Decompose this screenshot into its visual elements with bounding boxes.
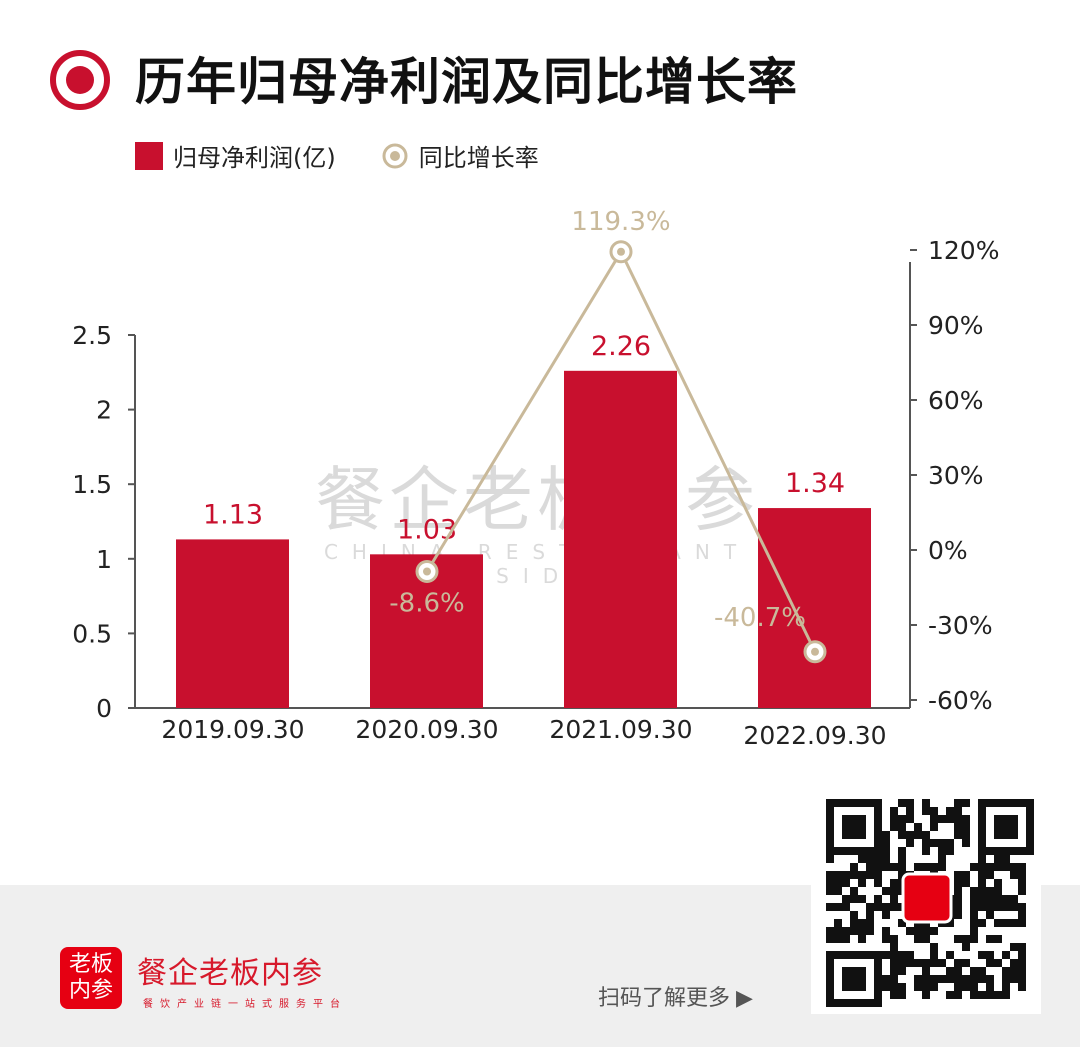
growth-data-label: -8.6% bbox=[389, 589, 464, 619]
bar-data-label: 1.34 bbox=[785, 468, 845, 499]
legend-line-marker bbox=[382, 143, 408, 168]
right-tick-label: 60% bbox=[928, 386, 984, 415]
left-tick-label: 2 bbox=[96, 396, 112, 425]
x-tick-label: 2019.09.30 bbox=[161, 715, 304, 744]
growth-point-dot bbox=[617, 247, 625, 256]
legend-line-label: 同比增长率 bbox=[418, 144, 539, 172]
right-tick-label: 120% bbox=[928, 236, 999, 265]
bar-data-label: 1.13 bbox=[203, 499, 263, 530]
left-tick-label: 0 bbox=[96, 694, 112, 723]
growth-data-label: -40.7% bbox=[714, 603, 806, 633]
bar bbox=[176, 539, 289, 708]
footer-slogan: 餐饮产业链一站式服务平台 bbox=[143, 999, 347, 1010]
growth-point-dot bbox=[811, 647, 819, 656]
left-tick-label: 2.5 bbox=[72, 321, 112, 350]
arrow-right-icon: ▶ bbox=[736, 986, 753, 1011]
left-tick-label: 0.5 bbox=[72, 619, 112, 648]
bar-data-label: 2.26 bbox=[591, 331, 651, 362]
right-tick-label: -30% bbox=[928, 611, 993, 640]
bar bbox=[758, 508, 871, 708]
growth-data-label: 119.3% bbox=[571, 207, 670, 237]
left-tick-label: 1.5 bbox=[72, 470, 112, 499]
scan-more-text: 扫码了解更多 bbox=[598, 986, 731, 1011]
legend-bar-label: 归母净利润(亿) bbox=[173, 144, 336, 172]
chart-title: 历年归母净利润及同比增长率 bbox=[135, 53, 798, 111]
footer-brand: 餐企老板内参 bbox=[137, 956, 323, 991]
title-icon bbox=[50, 50, 110, 110]
bar bbox=[564, 370, 677, 708]
chart: 0 0.5 1 1.5 2 2.5 -60% -30% 0% 30% 60% 90% 120% 1.13 2… bbox=[72, 207, 999, 750]
x-tick-label: 2021.09.30 bbox=[549, 715, 692, 744]
right-tick-label: 0% bbox=[928, 536, 968, 565]
qr-code[interactable] bbox=[811, 784, 1041, 1014]
bar-data-label: 1.03 bbox=[397, 514, 457, 545]
right-tick-label: 30% bbox=[928, 461, 984, 490]
right-tick-label: -60% bbox=[928, 686, 993, 715]
footer-logo: 老板内参 bbox=[60, 947, 122, 1009]
growth-point-dot bbox=[423, 567, 431, 576]
legend-bar-swatch bbox=[135, 141, 163, 170]
x-tick-label: 2020.09.30 bbox=[355, 715, 498, 744]
right-tick-label: 90% bbox=[928, 311, 984, 340]
x-tick-label: 2022.09.30 bbox=[743, 721, 886, 750]
left-tick-label: 1 bbox=[96, 545, 112, 574]
watermark-cn: 餐企老板内参 bbox=[315, 459, 759, 541]
legend: 归母净利润(亿) 同比增长率 bbox=[135, 138, 539, 173]
scan-more-link[interactable]: 扫码了解更多 ▶ bbox=[598, 980, 753, 1012]
